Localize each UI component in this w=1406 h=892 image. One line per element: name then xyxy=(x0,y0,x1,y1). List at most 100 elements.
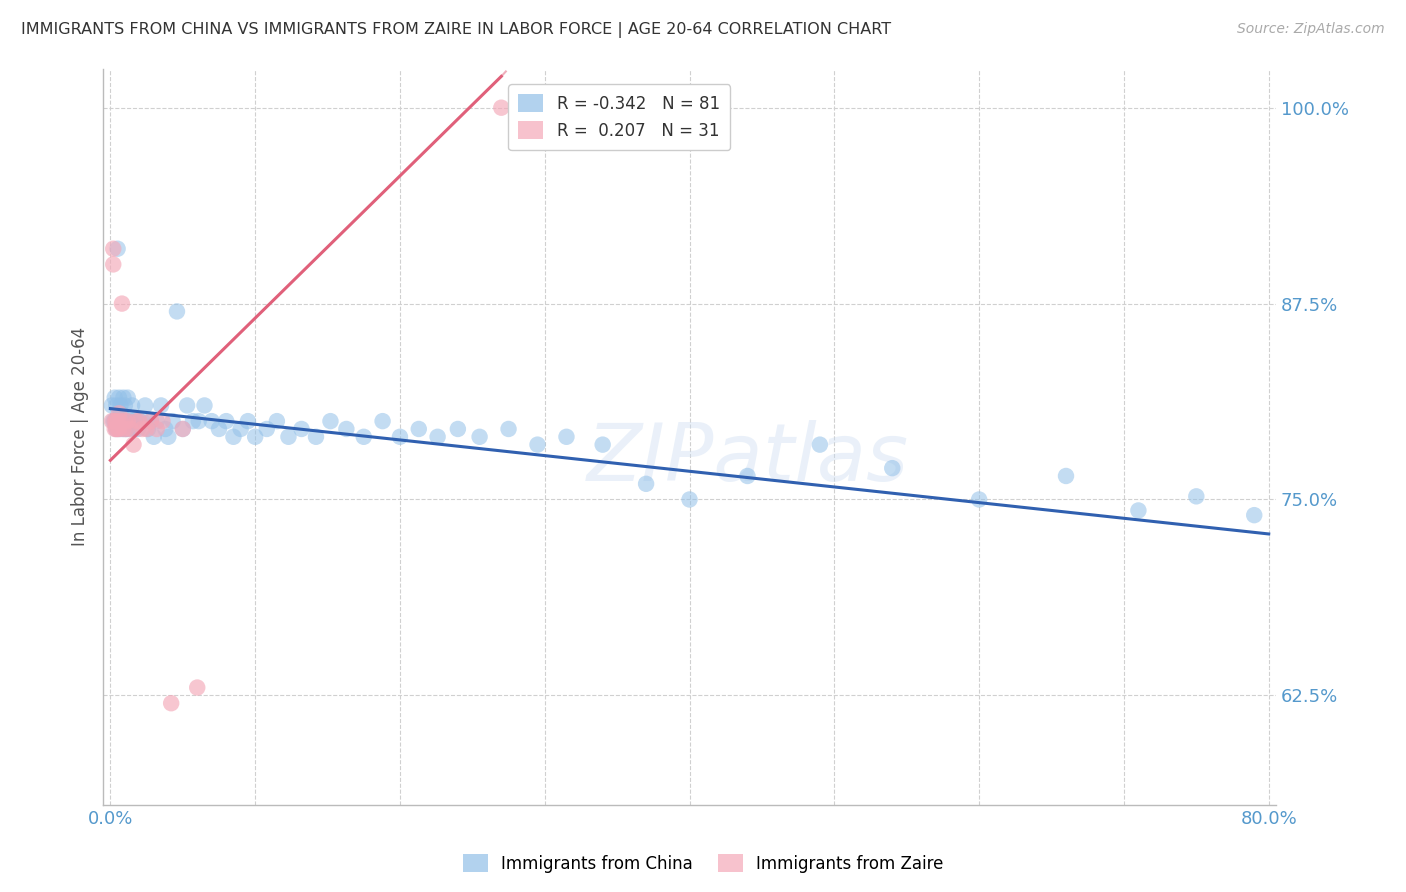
Point xyxy=(135,422,157,436)
Point xyxy=(110,406,132,420)
Point xyxy=(172,422,194,436)
Point xyxy=(120,422,142,436)
Point xyxy=(256,422,278,436)
Point xyxy=(117,391,139,405)
Point xyxy=(128,414,150,428)
Point xyxy=(110,399,132,413)
Point xyxy=(122,437,145,451)
Point xyxy=(166,304,188,318)
Point xyxy=(110,414,132,428)
Point xyxy=(737,469,759,483)
Text: IMMIGRANTS FROM CHINA VS IMMIGRANTS FROM ZAIRE IN LABOR FORCE | AGE 20-64 CORREL: IMMIGRANTS FROM CHINA VS IMMIGRANTS FROM… xyxy=(21,22,891,38)
Point xyxy=(127,422,149,436)
Point xyxy=(103,257,125,271)
Point xyxy=(1243,508,1265,523)
Point xyxy=(208,422,231,436)
Point xyxy=(139,414,162,428)
Point xyxy=(121,399,143,413)
Point xyxy=(142,430,165,444)
Point xyxy=(107,422,129,436)
Point xyxy=(468,430,491,444)
Point xyxy=(186,681,208,695)
Point xyxy=(112,422,135,436)
Point xyxy=(277,430,299,444)
Point xyxy=(229,422,252,436)
Point xyxy=(112,391,135,405)
Point xyxy=(215,837,238,851)
Point xyxy=(134,399,156,413)
Point xyxy=(115,422,138,436)
Point xyxy=(152,414,174,428)
Point xyxy=(172,422,194,436)
Point xyxy=(107,414,129,428)
Point xyxy=(117,414,139,428)
Point xyxy=(808,437,831,451)
Point xyxy=(105,422,128,436)
Point xyxy=(115,414,138,428)
Point xyxy=(319,414,342,428)
Point xyxy=(105,414,128,428)
Y-axis label: In Labor Force | Age 20-64: In Labor Force | Age 20-64 xyxy=(72,327,89,547)
Point xyxy=(128,414,150,428)
Point xyxy=(117,414,139,428)
Point xyxy=(882,461,904,475)
Point xyxy=(447,422,470,436)
Point xyxy=(592,437,614,451)
Text: Source: ZipAtlas.com: Source: ZipAtlas.com xyxy=(1237,22,1385,37)
Point xyxy=(371,414,394,428)
Point xyxy=(115,422,138,436)
Point xyxy=(107,414,129,428)
Point xyxy=(193,399,215,413)
Point xyxy=(181,414,204,428)
Point xyxy=(108,422,131,436)
Point xyxy=(176,399,198,413)
Point xyxy=(145,422,167,436)
Point xyxy=(131,422,153,436)
Point xyxy=(108,422,131,436)
Point xyxy=(105,422,128,436)
Point xyxy=(111,422,134,436)
Point xyxy=(526,437,548,451)
Point xyxy=(136,422,159,436)
Point xyxy=(112,414,135,428)
Point xyxy=(150,399,173,413)
Point xyxy=(155,422,177,436)
Point xyxy=(111,414,134,428)
Point xyxy=(187,414,209,428)
Point xyxy=(105,399,128,413)
Point xyxy=(1128,503,1150,517)
Point xyxy=(1185,489,1208,503)
Text: ZIPatlas: ZIPatlas xyxy=(588,420,910,498)
Point xyxy=(388,430,411,444)
Point xyxy=(491,101,513,115)
Point xyxy=(353,430,375,444)
Point xyxy=(104,414,127,428)
Point xyxy=(118,422,141,436)
Point xyxy=(124,422,146,436)
Point xyxy=(243,430,266,444)
Point xyxy=(111,296,134,310)
Legend: R = -0.342   N = 81, R =  0.207   N = 31: R = -0.342 N = 81, R = 0.207 N = 31 xyxy=(509,84,730,150)
Point xyxy=(114,422,136,436)
Point xyxy=(104,391,127,405)
Point xyxy=(426,430,449,444)
Point xyxy=(636,476,658,491)
Point xyxy=(236,414,259,428)
Point xyxy=(305,430,328,444)
Point xyxy=(139,414,162,428)
Point xyxy=(103,242,125,256)
Point xyxy=(104,422,127,436)
Point xyxy=(108,406,131,420)
Point xyxy=(125,414,148,428)
Point xyxy=(162,414,184,428)
Point xyxy=(114,414,136,428)
Point xyxy=(101,399,124,413)
Point xyxy=(145,414,167,428)
Point xyxy=(108,391,131,405)
Point xyxy=(222,430,245,444)
Point xyxy=(201,414,224,428)
Point xyxy=(114,399,136,413)
Point xyxy=(104,414,127,428)
Point xyxy=(215,414,238,428)
Point xyxy=(1054,469,1077,483)
